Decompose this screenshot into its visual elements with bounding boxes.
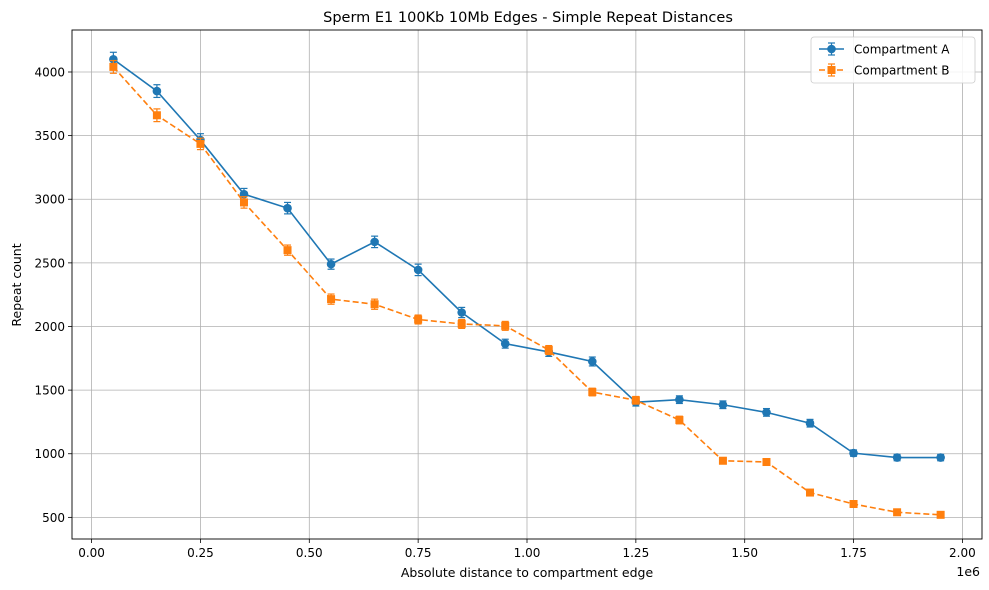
- y-axis: 500 1000 1500 2000 2500 3000 3500 4000: [34, 65, 72, 525]
- series-compartment-b: [109, 59, 945, 519]
- data-point: [936, 510, 945, 519]
- data-point: [893, 508, 902, 517]
- data-point: [588, 388, 597, 397]
- x-axis: 0.00 0.25 0.50 0.75 1.00 1.25 1.50 1.75 2.00: [78, 539, 976, 560]
- x-tick-label: 1.75: [840, 546, 867, 560]
- data-point: [326, 259, 336, 269]
- x-tick-label: 0.25: [187, 546, 214, 560]
- x-tick-label: 0.75: [405, 546, 432, 560]
- data-point: [718, 400, 728, 410]
- grid: [72, 30, 982, 539]
- y-tick-label: 2000: [34, 320, 65, 334]
- y-tick-label: 3000: [34, 193, 65, 207]
- y-tick-label: 4000: [34, 65, 65, 79]
- data-point: [152, 111, 161, 120]
- data-point: [109, 62, 118, 71]
- series-line: [112, 66, 941, 516]
- data-point: [500, 339, 510, 348]
- data-point: [936, 453, 945, 462]
- data-point: [849, 448, 858, 458]
- legend-label: Compartment A: [854, 43, 950, 57]
- x-tick-label: 2.00: [949, 546, 976, 560]
- y-tick-label: 1500: [34, 384, 65, 398]
- data-point: [675, 416, 684, 425]
- data-point: [588, 357, 597, 366]
- data-point: [631, 396, 640, 405]
- data-point: [892, 453, 902, 462]
- x-axis-label: Absolute distance to compartment edge: [401, 565, 654, 580]
- y-tick-label: 3500: [34, 129, 65, 143]
- data-point: [718, 456, 727, 465]
- legend-box: [810, 36, 976, 84]
- data-point: [544, 346, 553, 355]
- legend-marker: [827, 44, 836, 54]
- data-point: [283, 246, 292, 255]
- chart-title: Sperm E1 100Kb 10Mb Edges - Simple Repea…: [323, 10, 733, 26]
- y-tick-label: 1000: [34, 447, 65, 461]
- x-tick-label: 1.00: [514, 546, 541, 560]
- data-point: [413, 265, 423, 275]
- data-point: [196, 139, 205, 148]
- data-point: [327, 295, 336, 304]
- series-line: [112, 58, 941, 459]
- y-tick-label: 500: [42, 511, 65, 525]
- data-point: [414, 315, 423, 324]
- x-axis-offset-label: 1e6: [956, 564, 980, 579]
- data-point: [109, 54, 118, 64]
- data-point: [762, 408, 771, 417]
- data-point: [239, 198, 248, 207]
- x-tick-label: 0.50: [296, 546, 323, 560]
- x-tick-label: 1.50: [731, 546, 758, 560]
- legend-marker: [827, 66, 836, 74]
- data-point: [457, 308, 466, 317]
- x-tick-label: 1.25: [622, 546, 649, 560]
- y-axis-label: Repeat count: [9, 243, 24, 326]
- data-point: [501, 321, 510, 330]
- data-point: [806, 488, 815, 497]
- data-point: [370, 237, 379, 247]
- legend: Compartment A Compartment B: [810, 36, 976, 84]
- data-point: [805, 418, 815, 428]
- series-layer: [109, 51, 945, 519]
- data-point: [849, 500, 858, 509]
- data-point: [283, 203, 292, 213]
- data-point: [152, 86, 162, 96]
- data-point: [370, 300, 379, 309]
- y-tick-label: 2500: [34, 256, 65, 270]
- data-point: [762, 458, 771, 467]
- x-tick-label: 0.00: [78, 546, 105, 560]
- data-point: [675, 395, 684, 404]
- legend-label: Compartment B: [854, 64, 949, 78]
- data-point: [457, 319, 466, 328]
